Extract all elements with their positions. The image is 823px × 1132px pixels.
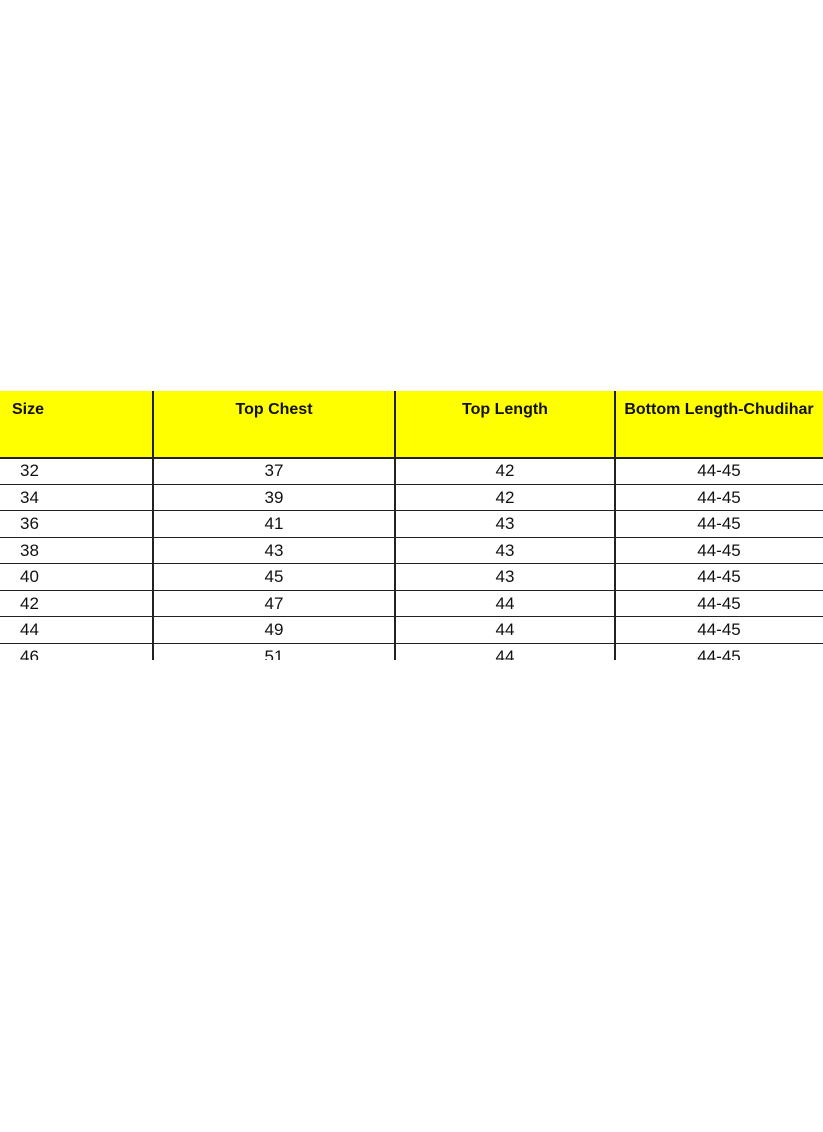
table-cell: 44 bbox=[395, 644, 615, 661]
column-divider bbox=[614, 391, 616, 660]
column-divider bbox=[394, 391, 396, 660]
table-cell: 40 bbox=[0, 564, 153, 591]
header-cell: Top Chest bbox=[153, 391, 395, 458]
table-cell: 44 bbox=[395, 591, 615, 617]
table-cell: 51 bbox=[153, 644, 395, 661]
table-cell: 38 bbox=[0, 538, 153, 564]
table-cell: 32 bbox=[0, 458, 153, 485]
table-cell: 44-45 bbox=[615, 485, 823, 511]
table-cell: 45 bbox=[153, 564, 395, 591]
table-cell: 46 bbox=[0, 644, 153, 661]
table-cell: 42 bbox=[395, 458, 615, 485]
table-cell: 37 bbox=[153, 458, 395, 485]
header-divider bbox=[0, 457, 823, 459]
table-cell: 44-45 bbox=[615, 511, 823, 538]
table-cell: 44 bbox=[0, 617, 153, 644]
table-cell: 44-45 bbox=[615, 644, 823, 661]
column-divider bbox=[152, 391, 154, 660]
size-table: Size Top Chest Top Length Bottom Length-Chu… bbox=[0, 391, 823, 660]
table-cell: 43 bbox=[395, 538, 615, 564]
table-cell: 44-45 bbox=[615, 458, 823, 485]
table-cell: 43 bbox=[153, 538, 395, 564]
table-cell: 44 bbox=[395, 617, 615, 644]
table-cell: 44-45 bbox=[615, 538, 823, 564]
table-cell: 44-45 bbox=[615, 591, 823, 617]
table-cell: 44-45 bbox=[615, 564, 823, 591]
table-cell: 41 bbox=[153, 511, 395, 538]
table-cell: 49 bbox=[153, 617, 395, 644]
table-cell: 43 bbox=[395, 564, 615, 591]
table-cell: 36 bbox=[0, 511, 153, 538]
table-cell: 47 bbox=[153, 591, 395, 617]
table-cell: 39 bbox=[153, 485, 395, 511]
table-cell: 34 bbox=[0, 485, 153, 511]
header-cell: Top Length bbox=[395, 391, 615, 458]
table-cell: 42 bbox=[0, 591, 153, 617]
header-cell: Bottom Length-Chudihar bbox=[615, 391, 823, 458]
header-cell: Size bbox=[0, 391, 153, 458]
table-cell: 44-45 bbox=[615, 617, 823, 644]
table-cell: 43 bbox=[395, 511, 615, 538]
table-cell: 42 bbox=[395, 485, 615, 511]
